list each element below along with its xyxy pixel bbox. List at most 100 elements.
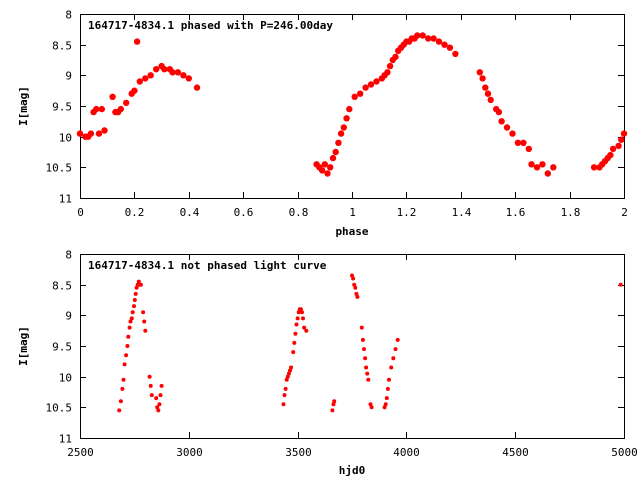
- data-point: [98, 105, 106, 113]
- data-point: [281, 402, 286, 407]
- data-point: [618, 136, 625, 143]
- data-point: [414, 32, 421, 39]
- data-point: [620, 130, 628, 137]
- x-tick-label: 1.6: [506, 206, 526, 219]
- data-point: [332, 148, 339, 156]
- x-tick-label: 0.8: [289, 206, 309, 219]
- data-point: [343, 115, 350, 122]
- x-tick-label: 4000: [393, 446, 420, 459]
- data-point: [419, 32, 426, 39]
- data-point: [123, 99, 130, 107]
- data-point: [389, 365, 394, 370]
- data-point: [367, 81, 375, 88]
- data-point: [495, 108, 503, 116]
- data-point: [147, 374, 152, 379]
- data-point: [134, 285, 139, 290]
- data-point: [384, 396, 389, 401]
- x-tick-label: 1: [349, 206, 356, 219]
- y-tick-label: 10.5: [46, 162, 73, 175]
- data-point: [353, 285, 358, 290]
- data-point: [335, 139, 342, 146]
- y-tick-label: 9.5: [52, 341, 72, 354]
- data-point: [286, 371, 291, 376]
- data-point: [386, 62, 394, 70]
- data-point: [365, 371, 370, 376]
- data-point: [285, 374, 290, 379]
- data-point: [133, 291, 138, 296]
- y-tick-label: 9: [65, 70, 72, 83]
- data-point: [132, 304, 136, 309]
- x-tick-label: 1.8: [561, 206, 581, 219]
- data-point: [122, 362, 127, 367]
- data-point: [350, 273, 354, 278]
- data-points: [117, 273, 623, 413]
- data-point: [351, 93, 358, 101]
- data-point: [357, 90, 364, 97]
- data-point: [318, 167, 326, 174]
- x-tick-label: 0: [77, 206, 84, 219]
- x-axis-label: phase: [335, 225, 368, 238]
- data-point: [136, 78, 143, 85]
- y-tick-label: 11: [59, 193, 72, 206]
- data-point: [391, 356, 396, 361]
- y-tick-label: 10.5: [46, 402, 73, 415]
- plot-frame: [80, 254, 625, 439]
- y-tick-label: 8.5: [52, 280, 72, 293]
- data-point: [550, 164, 557, 171]
- data-point: [373, 78, 380, 85]
- data-point: [125, 344, 130, 348]
- x-tick-label: 2500: [67, 446, 94, 459]
- data-point: [298, 307, 303, 312]
- data-point: [291, 350, 296, 355]
- data-point: [368, 402, 373, 407]
- y-axis-label: I[mag]: [17, 86, 30, 126]
- data-point: [301, 316, 305, 321]
- data-point: [121, 377, 126, 382]
- data-point: [161, 66, 168, 73]
- data-point: [476, 69, 483, 76]
- data-point: [352, 282, 357, 287]
- data-point: [174, 69, 182, 76]
- y-tick-label: 8: [65, 249, 72, 262]
- x-tick-label: 0.2: [125, 206, 145, 219]
- data-point: [138, 282, 143, 287]
- data-point: [395, 337, 400, 342]
- data-point: [124, 353, 129, 358]
- data-point: [131, 87, 138, 94]
- data-point: [142, 319, 147, 324]
- y-tick-label: 8.5: [52, 40, 72, 53]
- data-point: [93, 105, 100, 113]
- data-point: [321, 161, 328, 168]
- x-axis-label: hjd0: [339, 464, 366, 477]
- x-tick-label: 5000: [611, 446, 638, 459]
- data-point: [514, 139, 522, 146]
- data-point: [441, 41, 448, 48]
- x-tick-label: 0.6: [234, 206, 254, 219]
- data-point: [142, 75, 149, 82]
- data-point: [76, 130, 84, 137]
- y-tick-label: 9.5: [52, 101, 72, 114]
- data-point: [149, 393, 154, 398]
- data-point: [147, 72, 154, 79]
- data-point: [296, 310, 301, 315]
- x-tick-label: 0.4: [180, 206, 200, 219]
- y-tick-label: 10: [59, 132, 72, 145]
- data-point: [120, 386, 125, 391]
- raw-light-curve-panel: 2500 3000 3500 4000 4500 5000 8 8.5 9 9.5 10 10.5 1…: [17, 249, 638, 478]
- data-point: [133, 38, 141, 45]
- data-point: [304, 328, 309, 333]
- data-point: [544, 170, 551, 177]
- data-point: [509, 130, 516, 137]
- data-point: [109, 93, 116, 101]
- data-point: [384, 69, 391, 76]
- chart-title: 164717-4834.1 not phased light curve: [88, 259, 327, 272]
- y-tick-label: 11: [59, 433, 72, 446]
- data-point: [143, 328, 148, 333]
- data-point: [498, 118, 505, 125]
- plot-frame: [80, 14, 625, 199]
- data-point: [127, 325, 132, 330]
- x-ticks: 2500 3000 3500 4000 4500 5000: [67, 254, 638, 459]
- data-point: [607, 151, 614, 159]
- y-ticks: 8 8.5 9 9.5 10 10.5 11: [46, 249, 624, 446]
- data-point: [155, 405, 160, 410]
